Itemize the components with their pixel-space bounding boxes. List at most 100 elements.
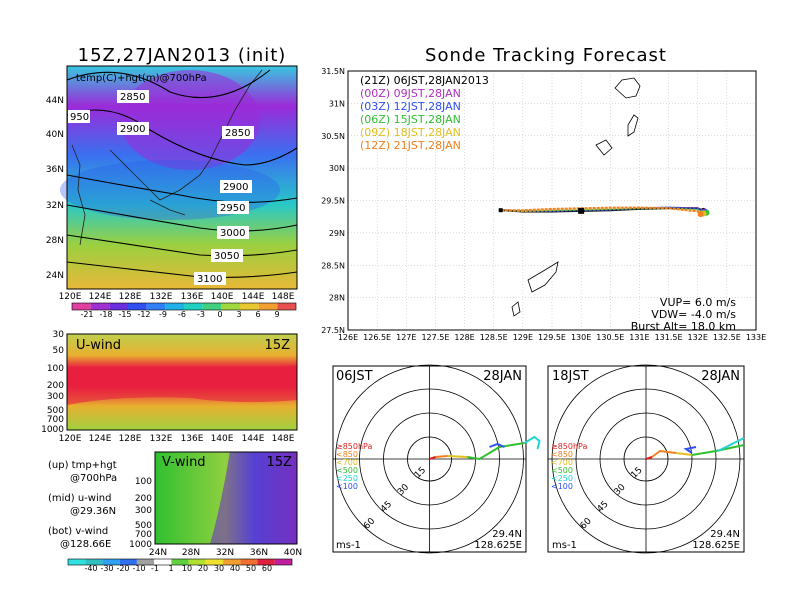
track-x-tick: 132.5E (713, 333, 741, 342)
v-wind-time: 15Z (267, 455, 293, 470)
hodograph-level-label: <100 (551, 482, 573, 491)
hodograph-trace (645, 456, 653, 460)
temp-colorbar-label: -12 (137, 310, 150, 319)
u-wind-y-tick: 200 (47, 381, 64, 391)
map-x-tick: 144E (242, 292, 265, 302)
temperature-map-panel: temp(C)+hgt(m)@700hPa 2850 950 2900 2850… (46, 65, 298, 302)
wind-colorbar-swatch (85, 559, 103, 565)
v-wind-x-tick: 24N (149, 548, 167, 558)
track-x-tick: 128E (454, 333, 474, 342)
track-y-tick: 27.5N (321, 326, 345, 335)
track-x-tick: 131.5E (655, 333, 683, 342)
hodograph-trace (429, 456, 436, 460)
track-x-tick: 130E (571, 333, 591, 342)
contour-3050 (66, 234, 298, 257)
hodograph-date: 28JAN (483, 369, 522, 384)
wind-colorbar-label: -30 (100, 564, 113, 573)
legend-line: (up) tmp+hgt (48, 460, 117, 471)
temp-colorbar-swatch (202, 303, 222, 310)
v-wind-y-tick: 300 (135, 506, 152, 516)
track-x-tick: 133E (746, 333, 766, 342)
track-legend-entry: (06Z) 15JST,28JAN (360, 113, 461, 126)
hodograph-trace (675, 452, 693, 456)
track-x-tick: 127E (396, 333, 416, 342)
track-legend-entry: (00Z) 09JST,28JAN (360, 87, 461, 100)
track-legend-entry: (09Z) 18JST,28JAN (360, 126, 461, 139)
hodograph-level-label: <700 (336, 458, 358, 467)
map-x-tick: 148E (272, 292, 295, 302)
track-x-tick: 129.5E (538, 333, 566, 342)
track-y-tick: 30N (329, 164, 345, 173)
track-y-tick: 28N (329, 294, 345, 303)
legend-line: (mid) u-wind (48, 493, 111, 504)
wind-colorbar-swatch (257, 559, 275, 565)
temperature-colorbar: -21 -18 -15 -12 -9 -6 -3 0 3 6 9 (71, 302, 297, 319)
cold-core-region (120, 70, 260, 170)
track-x-tick: 126E (338, 333, 358, 342)
hodograph-trace (435, 455, 448, 458)
temp-colorbar-label: 3 (236, 310, 241, 319)
hodograph-trace (467, 442, 525, 461)
temp-colorbar-swatch (165, 303, 184, 310)
wind-colorbar-label: 40 (230, 564, 240, 573)
u-wind-y-tick: 700 (47, 415, 64, 425)
hodograph-date: 28JAN (701, 369, 740, 384)
hodograph-level-label: <250 (336, 474, 358, 483)
track-x-tick: 132E (688, 333, 708, 342)
island-outline (527, 261, 559, 293)
hodograph-unit: ms-1 (552, 540, 577, 551)
wind-colorbar-swatch (102, 559, 120, 565)
track-legend-entry: (21Z) 06JST,28JAN2013 (360, 74, 489, 87)
hodograph-unit: ms-1 (336, 540, 361, 551)
temp-colorbar-swatch (184, 303, 203, 310)
temp-colorbar-swatch (128, 303, 147, 310)
track-x-tick: 128.5E (480, 333, 508, 342)
u-wind-x-tick: 124E (89, 434, 112, 444)
wind-colorbar-label: 20 (198, 564, 208, 573)
track-x-tick: 130.5E (596, 333, 624, 342)
legend-line: @700hPa (70, 473, 117, 484)
track-y-tick: 28.5N (321, 261, 345, 270)
track-y-tick: 29N (329, 229, 345, 238)
hodograph-time: 06JST (336, 369, 373, 384)
temp-colorbar-label: -3 (197, 310, 205, 319)
temp-colorbar-frame (71, 302, 297, 311)
hodograph-lat: 29.4N (710, 529, 740, 540)
map-y-tick: 40N (46, 130, 64, 140)
hodograph-level-label: <850 (551, 450, 573, 459)
hodograph-trace (523, 435, 541, 450)
v-wind-x-tick: 32N (216, 548, 234, 558)
contour-label: 2950 (220, 203, 245, 214)
coastline (71, 69, 263, 246)
wind-colorbar-swatch (68, 559, 86, 565)
hodograph-level-label: <700 (551, 458, 573, 467)
contour-label: 2850 (225, 128, 250, 139)
track-panel: 126E 126.5E 127E 127.5E 128E 128.5E 129E 129.5E… (321, 67, 766, 342)
u-wind-x-tick: 132E (150, 434, 173, 444)
u-wind-x-tick: 120E (59, 434, 82, 444)
legend-line: @29.36N (70, 506, 116, 517)
contour-label: 2850 (120, 92, 145, 103)
contour-label: 2900 (120, 124, 145, 135)
ascent-rate: VUP= 6.0 m/s (660, 296, 736, 309)
hodograph-trace (691, 444, 745, 456)
map-x-tick: 136E (181, 292, 204, 302)
panel-legend: (up) tmp+hgt @700hPa (mid) u-wind @29.36… (48, 460, 117, 550)
legend-line: @128.66E (60, 539, 111, 550)
u-wind-y-tick: 30 (53, 330, 65, 340)
wind-colorbar-label: 30 (214, 564, 224, 573)
temp-colorbar-swatch (146, 303, 166, 310)
u-wind-label: U-wind (76, 338, 121, 353)
temp-colorbar-swatch (90, 303, 110, 310)
wind-colorbar-label: 50 (246, 564, 256, 573)
u-wind-x-tick: 148E (272, 434, 295, 444)
island-outline (627, 114, 639, 137)
wind-colorbar-swatch (240, 559, 258, 565)
v-wind-y-tick: 500 (135, 521, 152, 531)
wind-colorbar-frame (67, 558, 293, 566)
v-wind-x-tick: 36N (250, 548, 268, 558)
contour-label: 2900 (223, 182, 248, 193)
track-y-tick: 31.5N (321, 67, 345, 76)
right-title: Sonde Tracking Forecast (425, 45, 667, 66)
